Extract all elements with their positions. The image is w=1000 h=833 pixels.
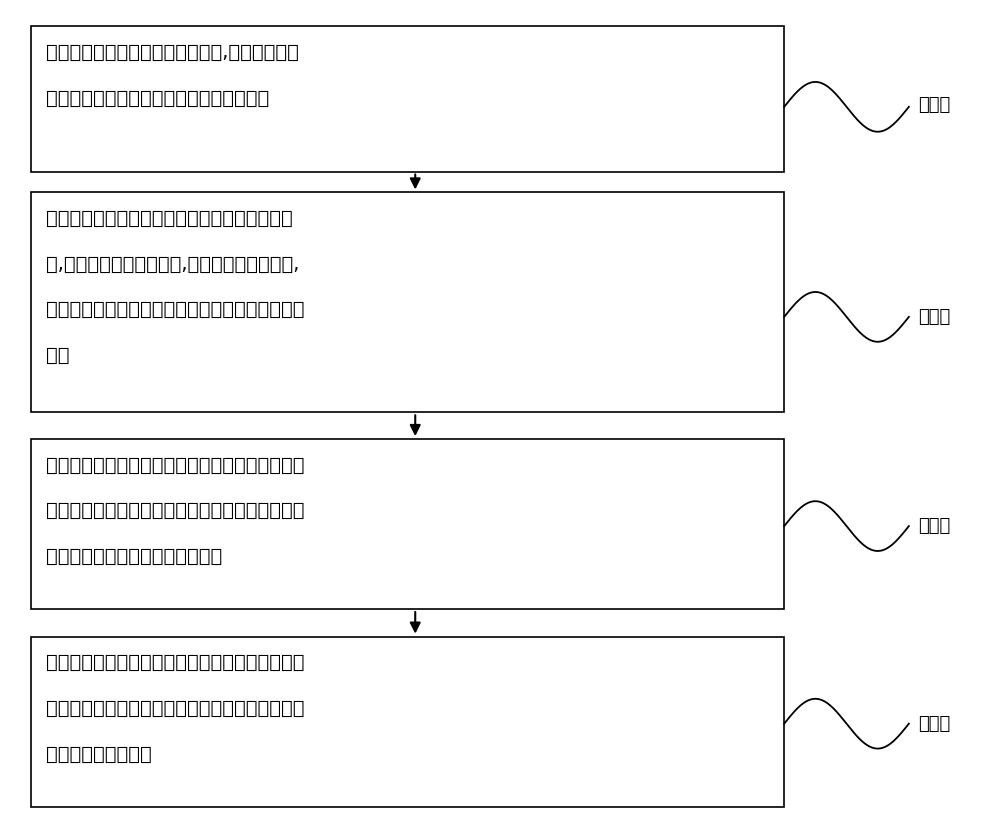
- Text: 当用户的积分账户达到商品的兑换积分阈值时，该: 当用户的积分账户达到商品的兑换积分阈值时，该: [46, 501, 305, 520]
- Text: 费记录和车牌号信息绑定，存于后台服务器: 费记录和车牌号信息绑定，存于后台服务器: [46, 88, 270, 107]
- Text: 客户通过积分选取点亮的商品，并到实体商店领取: 客户通过积分选取点亮的商品，并到实体商店领取: [46, 653, 305, 672]
- Text: 则通过采集的用户车牌号信息，自动生成新的积分: 则通过采集的用户车牌号信息，自动生成新的积分: [46, 300, 305, 319]
- Text: 记录用户的刷卡消费信息，并生成对应的消费积: 记录用户的刷卡消费信息，并生成对应的消费积: [46, 209, 293, 228]
- Bar: [31, 27, 784, 172]
- Text: 为积分商城内的所有商品拟定一个兑换积分阈值，: 为积分商城内的所有商品拟定一个兑换积分阈值，: [46, 456, 305, 475]
- Bar: [31, 192, 784, 412]
- Text: 通过摄像头获取用户的车牌号信息,并将用户的消: 通过摄像头获取用户的车牌号信息,并将用户的消: [46, 43, 299, 62]
- Text: 步骤二: 步骤二: [918, 308, 950, 326]
- Text: 步骤三: 步骤三: [918, 517, 950, 535]
- Text: 商品则自动点亮，显示可兑换状态: 商品则自动点亮，显示可兑换状态: [46, 546, 223, 566]
- Text: 选取商品的积分数值: 选取商品的积分数值: [46, 745, 152, 763]
- Text: 账户: 账户: [46, 346, 70, 365]
- Text: 实体商品，系统自动从客户的积分账户中扣除对应: 实体商品，系统自动从客户的积分账户中扣除对应: [46, 699, 305, 718]
- Text: 分,存入用户的积分账户中,若用户属于首次消费,: 分,存入用户的积分账户中,若用户属于首次消费,: [46, 255, 300, 273]
- Text: 步骤一: 步骤一: [918, 96, 950, 114]
- Bar: [31, 636, 784, 806]
- Text: 步骤四: 步骤四: [918, 715, 950, 733]
- Bar: [31, 439, 784, 609]
